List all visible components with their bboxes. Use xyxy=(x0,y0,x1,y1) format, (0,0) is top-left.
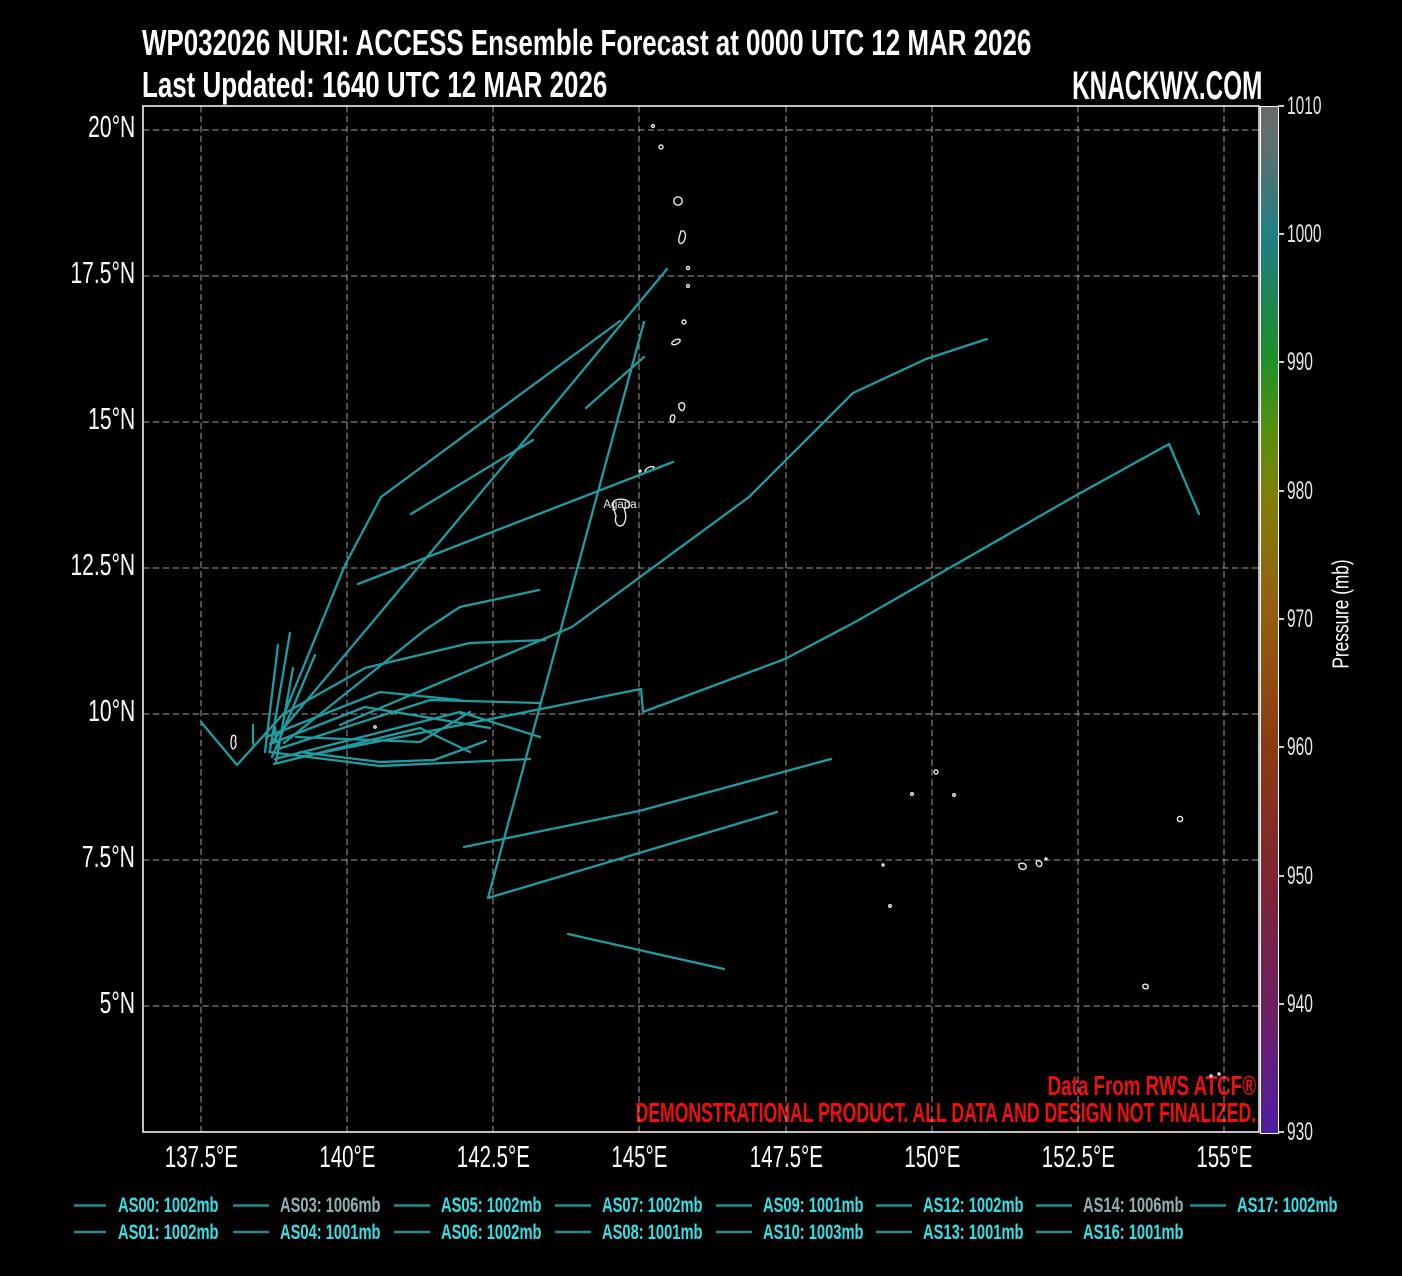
svg-text:Agana: Agana xyxy=(603,499,637,511)
